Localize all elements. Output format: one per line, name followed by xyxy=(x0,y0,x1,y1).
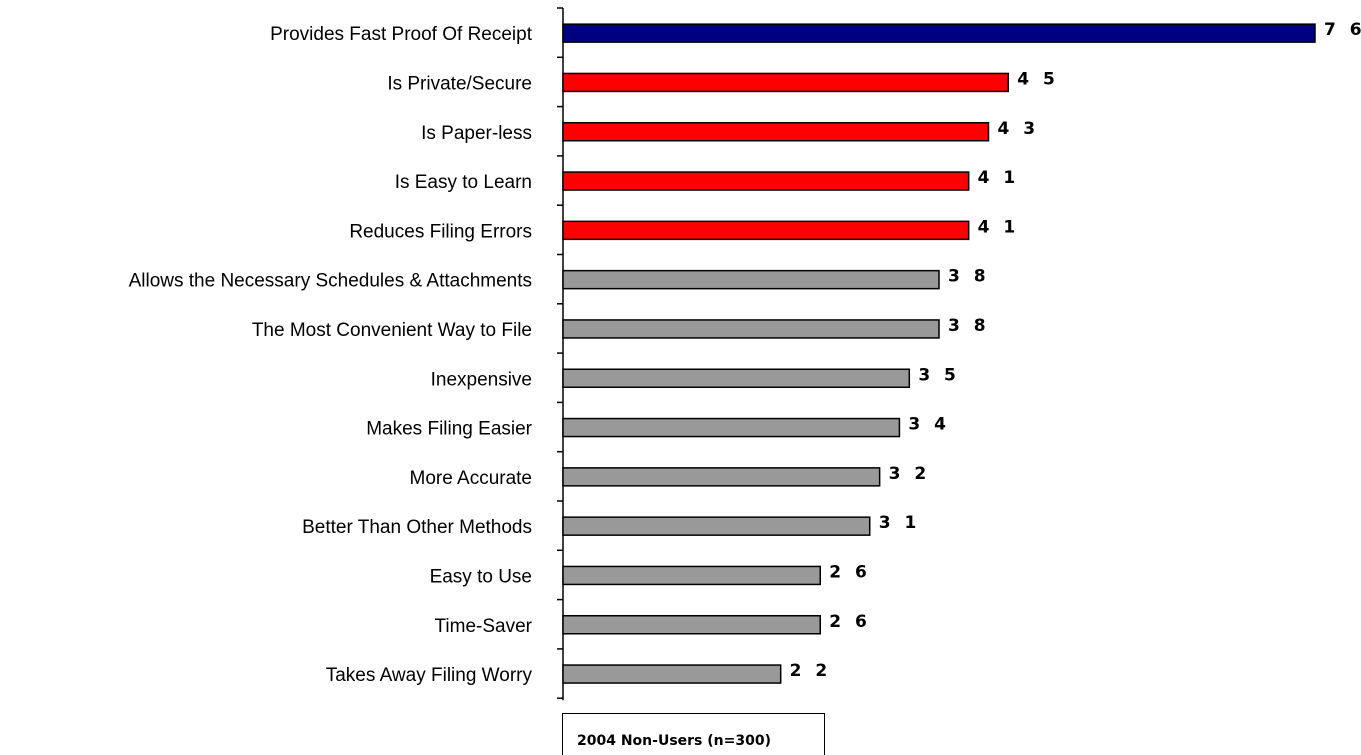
bar xyxy=(562,72,1010,93)
category-label: More Accurate xyxy=(410,468,533,489)
value-label: 4 3 xyxy=(997,119,1039,139)
value-label: 3 5 xyxy=(918,365,960,385)
category-label: The Most Convenient Way to File xyxy=(252,320,532,341)
category-label: Reduces Filing Errors xyxy=(349,221,532,242)
category-label: Makes Filing Easier xyxy=(366,419,532,440)
bar xyxy=(562,565,822,586)
value-label: 3 2 xyxy=(889,464,931,484)
value-label: 3 1 xyxy=(879,513,921,533)
value-label: 3 8 xyxy=(948,316,990,336)
bar xyxy=(562,23,1316,43)
category-label: Allows the Necessary Schedules & Attachm… xyxy=(129,271,532,292)
bar xyxy=(562,171,970,191)
category-label: Is Private/Secure xyxy=(387,73,532,94)
legend-box: 2004 Non-Users (n=300) xyxy=(562,713,825,755)
category-label: Is Paper-less xyxy=(421,123,532,144)
bar xyxy=(562,368,911,388)
value-label: 3 4 xyxy=(908,415,950,435)
bar xyxy=(562,467,881,487)
bar xyxy=(562,122,990,142)
category-label: Inexpensive xyxy=(431,369,532,390)
category-label: Takes Away Filing Worry xyxy=(326,665,533,686)
bar xyxy=(562,664,782,684)
bar xyxy=(562,516,871,536)
bar xyxy=(562,319,940,339)
value-label: 4 5 xyxy=(1017,69,1059,89)
chart-bars xyxy=(562,23,1316,684)
category-label: Time-Saver xyxy=(435,616,533,637)
value-label: 2 2 xyxy=(790,661,832,681)
value-label: 3 8 xyxy=(948,267,990,287)
value-label: 2 6 xyxy=(829,562,871,582)
bar xyxy=(562,615,822,635)
legend-label: 2004 Non-Users (n=300) xyxy=(577,733,771,749)
bar xyxy=(562,220,970,241)
chart-labels: Provides Fast Proof Of Receipt 7 6 Is Priv… xyxy=(129,20,1361,686)
value-label: 4 1 xyxy=(978,168,1020,188)
category-label: Better Than Other Methods xyxy=(302,517,532,538)
value-label: 2 6 xyxy=(829,612,871,632)
bar xyxy=(562,269,940,290)
bar xyxy=(562,417,901,438)
category-label: Provides Fast Proof Of Receipt xyxy=(270,24,533,45)
category-label: Easy to Use xyxy=(430,566,532,587)
category-label: Is Easy to Learn xyxy=(395,172,532,193)
value-label: 4 1 xyxy=(978,217,1020,237)
value-label: 7 6 xyxy=(1324,20,1361,40)
chart-axis xyxy=(557,7,564,701)
